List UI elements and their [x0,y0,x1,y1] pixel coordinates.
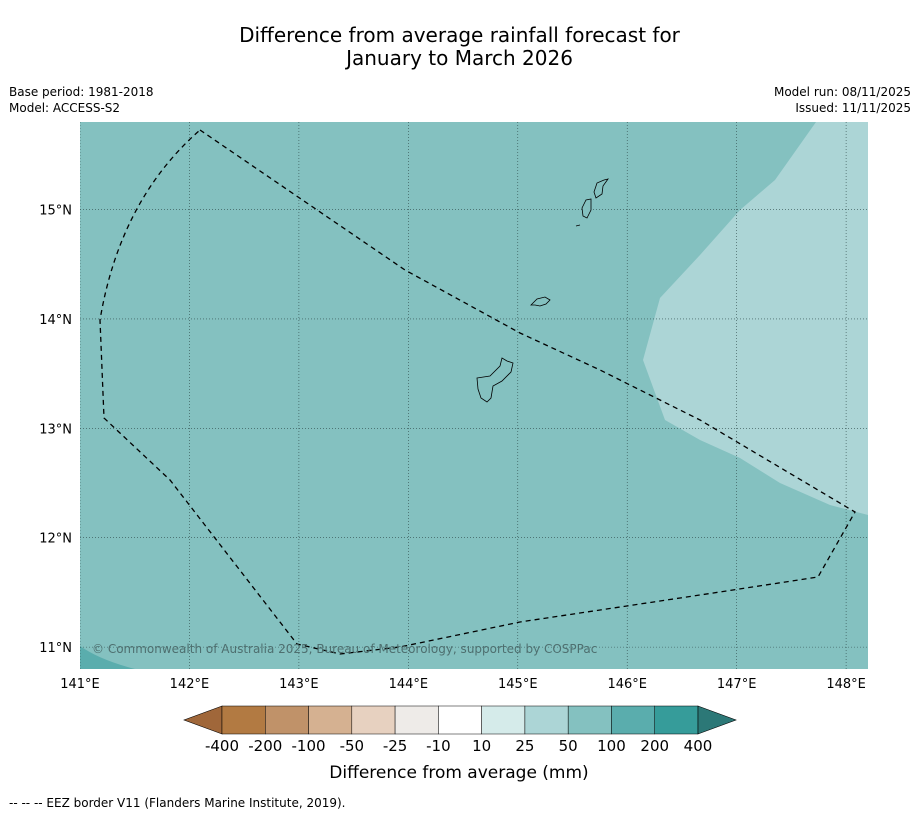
model-text: Model: ACCESS-S2 [9,101,121,115]
colorbar-tick-label: -400 [205,737,239,755]
colorbar-tick-label: -25 [383,737,408,755]
colorbar-bin [438,705,482,735]
lon-tick-label: 145°E [498,677,538,692]
title-line-2: January to March 2026 [346,46,573,70]
map-panel: © Commonwealth of Australia 2025, Bureau… [80,122,868,669]
colorbar-tick-label: 200 [640,737,669,755]
colorbar-tick-label: 400 [684,737,713,755]
graticule [80,122,868,669]
model-run-text: Model run: 08/11/2025 [773,85,911,99]
region-25-to-50 [643,122,868,515]
colorbar-extend-high [697,705,737,735]
colorbar-bin [308,705,353,735]
island-tinian [581,198,592,219]
colorbar-tick-labels: -400 -200 -100 -50 -25 -10 10 25 50 100 200 400 [205,737,712,755]
colorbar-tick-label: 50 [559,737,578,755]
island-guam [476,357,514,403]
eez-border [99,129,856,655]
colorbar-bin [351,705,396,735]
colorbar-bin [481,705,526,735]
colorbar-tick-label: -50 [340,737,365,755]
colorbar-bin [611,705,655,735]
latitude-labels: 11°N 12°N 13°N 14°N 15°N [39,204,72,657]
eez-legend-footer: -- -- -- EEZ border V11 (Flanders Marine… [9,796,346,810]
colorbar-tick-label: -10 [426,737,451,755]
region-100-to-200 [80,646,135,669]
colorbar-bin [524,705,569,735]
lat-tick-label: 12°N [39,532,72,547]
colorbar-bin [394,705,439,735]
meta-right: Model run: 08/11/2025 Issued: 11/11/2025 [774,84,911,116]
colorbar-bin [221,705,266,735]
colorbar-extend-low [183,705,223,735]
islands [476,178,609,403]
colorbar-title: Difference from average (mm) [329,763,588,783]
colorbar-bin [567,705,612,735]
issued-text: Issued: 11/11/2025 [795,101,911,115]
lon-tick-label: 146°E [607,677,647,692]
lon-tick-label: 147°E [717,677,757,692]
lat-tick-label: 15°N [39,204,72,219]
lon-tick-label: 141°E [60,677,100,692]
title-line-1: Difference from average rainfall forecas… [239,23,680,47]
colorbar-tick-label: 100 [597,737,626,755]
colorbar-tick-label: -100 [292,737,326,755]
copyright-text: © Commonwealth of Australia 2025, Bureau… [92,642,597,656]
lat-tick-label: 11°N [39,641,72,656]
colorbar-tick-label: -200 [248,737,282,755]
longitude-labels: 141°E 142°E 143°E 144°E 145°E 146°E 147°E 148°E [60,677,866,692]
colorbar-tick-label: 10 [472,737,491,755]
colorbar [183,705,737,735]
colorbar-bin [265,705,309,735]
island-rota [530,296,551,307]
colorbar-bin [654,705,699,735]
meta-left: Base period: 1981-2018 Model: ACCESS-S2 [9,84,154,116]
island-saipan [593,178,609,199]
lon-tick-label: 144°E [389,677,429,692]
base-period-text: Base period: 1981-2018 [9,85,154,99]
lon-tick-label: 142°E [170,677,210,692]
lon-tick-label: 143°E [279,677,319,692]
lon-tick-label: 148°E [826,677,866,692]
lat-tick-label: 14°N [39,313,72,328]
island-aguijan [575,224,581,227]
lat-tick-label: 13°N [39,422,72,437]
colorbar-tick-label: 25 [515,737,534,755]
